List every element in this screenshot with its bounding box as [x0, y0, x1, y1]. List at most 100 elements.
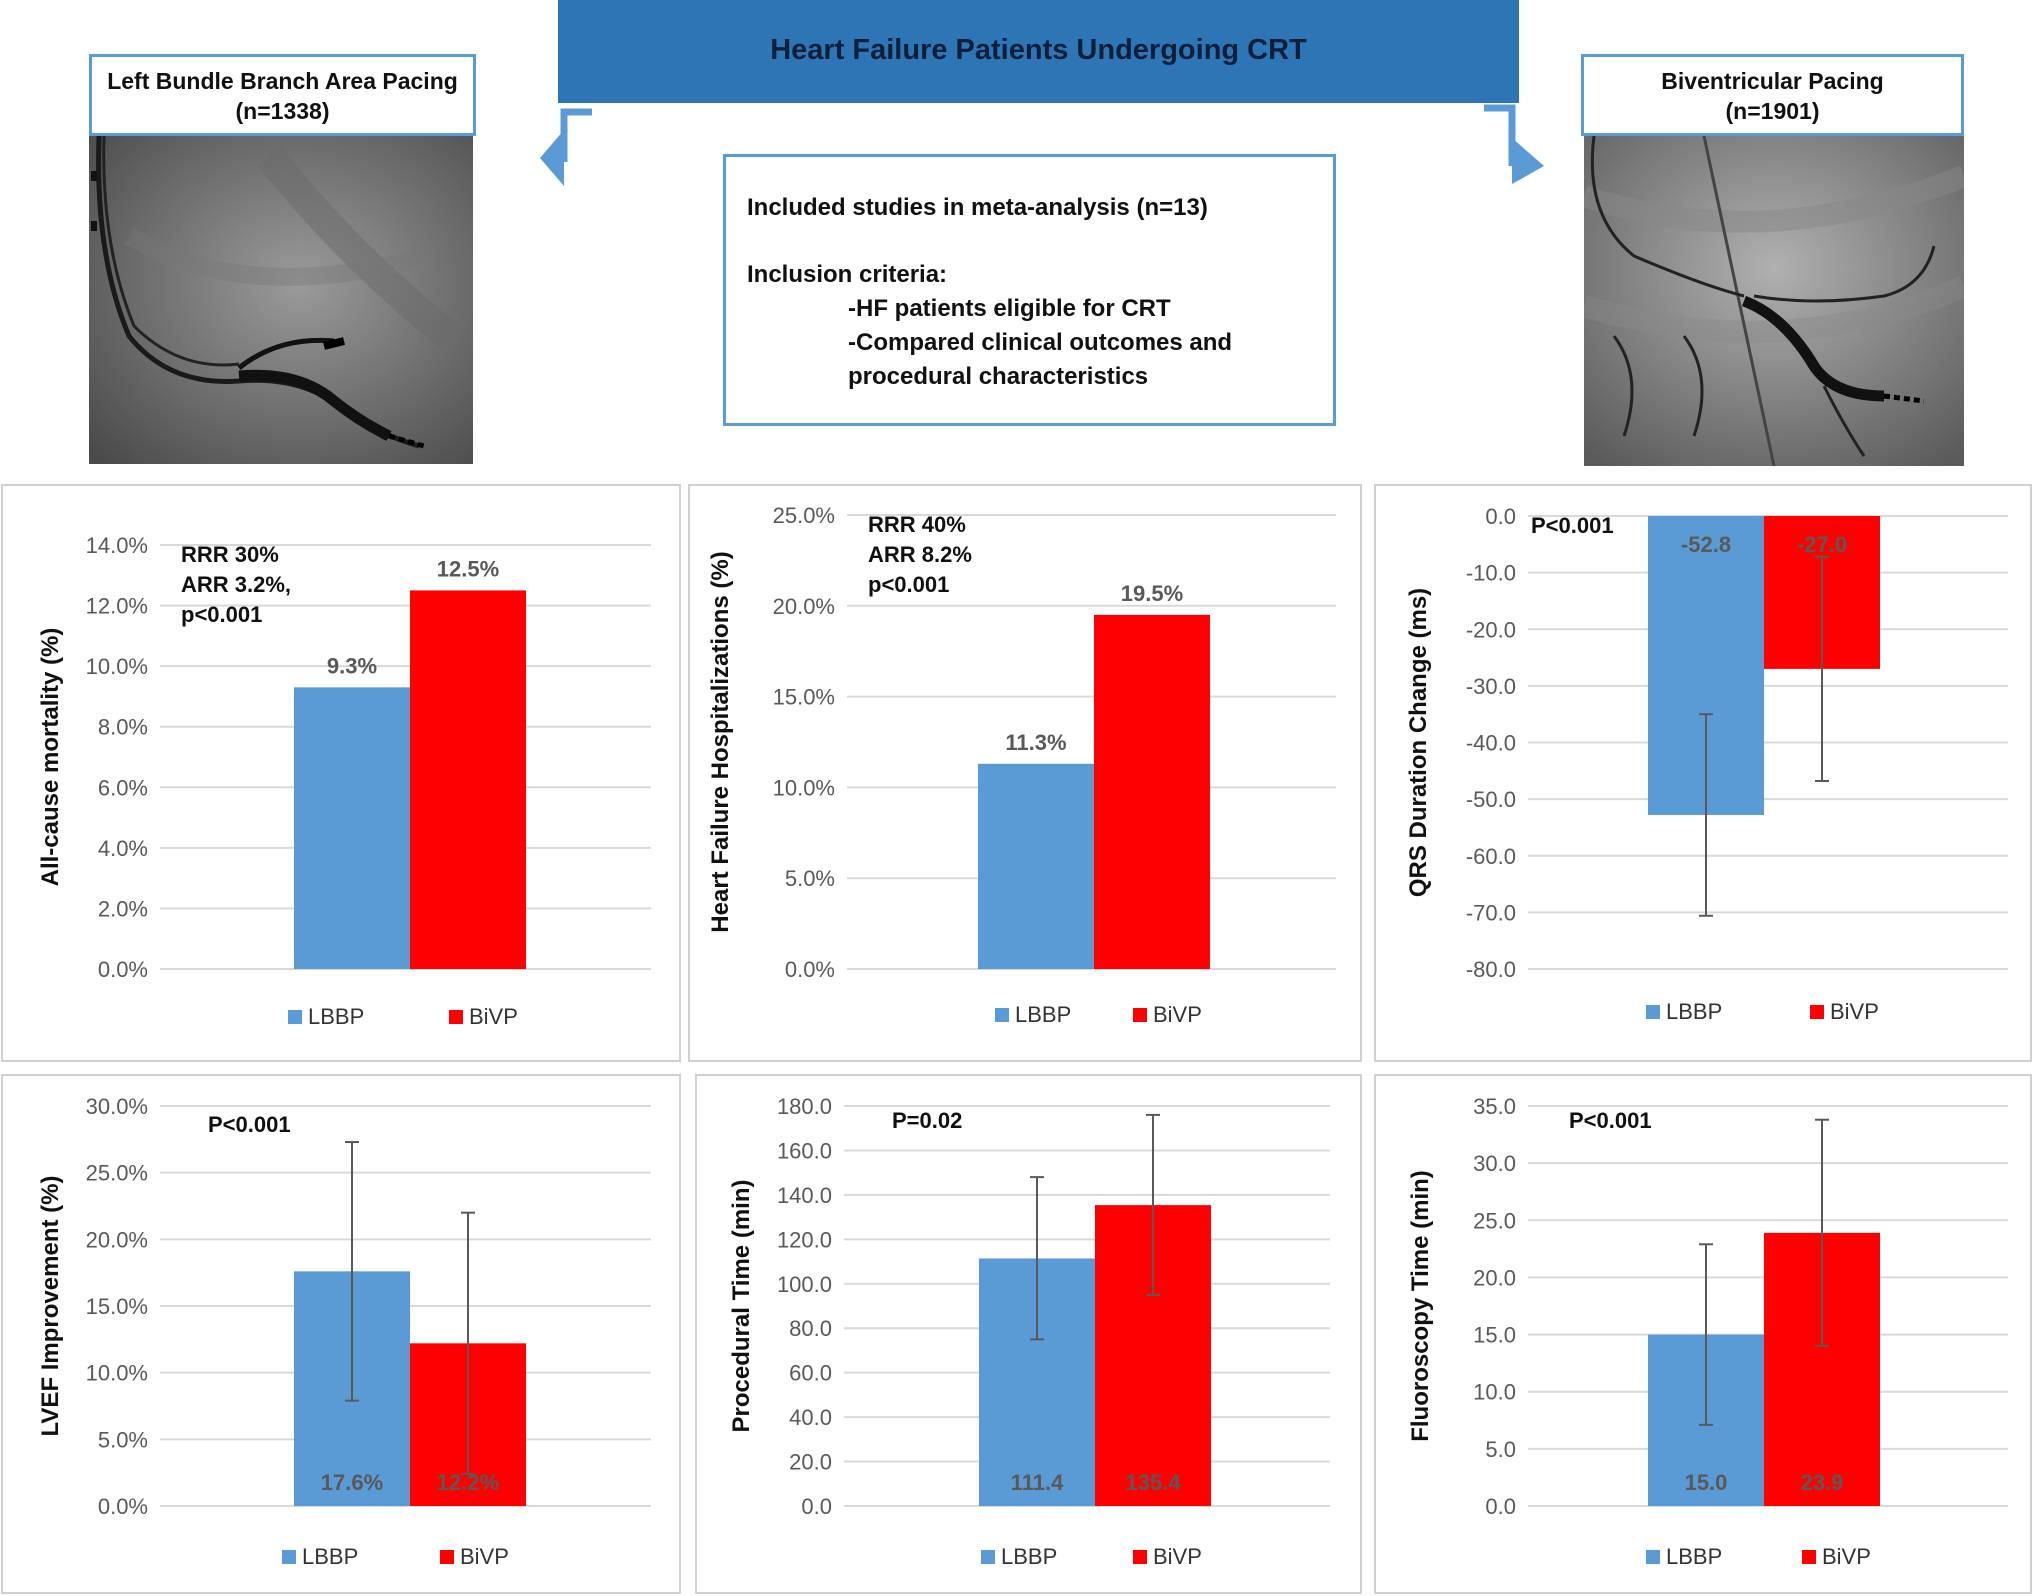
bivp-value-label: 19.5% — [1121, 581, 1183, 606]
bivp-error-bar — [1146, 1113, 1160, 1296]
chart-svg: 0.0 5.0 10.0 15.0 20.0 25.0 30.0 35.0 Fluoroscop… — [1407, 1094, 2008, 1569]
y-tick-label: 0.0 — [1485, 504, 1516, 529]
y-tick-label: 20.0 — [1473, 1265, 1516, 1290]
y-tick-label: 20.0 — [789, 1450, 832, 1475]
bivp-fluoroscopy-image — [1584, 136, 1964, 466]
stat-annotation: p<0.001 — [181, 602, 262, 627]
y-tick-label: 160.0 — [777, 1138, 832, 1163]
lbbp-value-label: 17.6% — [321, 1470, 383, 1495]
lbbp-value-label: 9.3% — [327, 653, 377, 678]
legend-label-lbbp: LBBP — [1015, 1002, 1071, 1027]
y-tick-label: 40.0 — [789, 1405, 832, 1430]
stat-annotation: RRR 30% — [181, 542, 279, 567]
procedural-time-chart-panel: 0.0 20.0 40.0 60.0 80.0 100.0 120.0 140.0 160.0 1… — [695, 1074, 1362, 1594]
bivp-value-label: 135.4 — [1125, 1470, 1181, 1495]
y-tick-label: 30.0% — [86, 1094, 148, 1119]
legend-label-bivp: BiVP — [460, 1544, 509, 1569]
inclusion-criteria-heading: Inclusion criteria: — [747, 261, 948, 288]
legend-label-bivp: BiVP — [469, 1004, 518, 1029]
y-tick-label: 25.0 — [1473, 1208, 1516, 1233]
y-tick-label: 35.0 — [1473, 1094, 1516, 1119]
y-tick-label: 6.0% — [98, 775, 148, 800]
bivp-value-label: 12.2% — [437, 1470, 499, 1495]
y-tick-label: 25.0% — [773, 503, 835, 528]
legend-label-lbbp: LBBP — [308, 1004, 364, 1029]
included-studies-text: Included studies in meta-analysis (n=13) — [747, 194, 1208, 221]
y-tick-label: 5.0% — [785, 866, 835, 891]
y-tick-label: 20.0% — [86, 1227, 148, 1252]
lbbp-error-bar — [1030, 1176, 1044, 1341]
lbbp-bar — [978, 763, 1094, 969]
y-tick-label: 10.0% — [86, 654, 148, 679]
y-tick-label: 20.0% — [773, 594, 835, 619]
lbbp-value-label: 111.4 — [1011, 1470, 1064, 1495]
y-tick-label: 0.0% — [98, 957, 148, 982]
criteria-item: procedural characteristics — [848, 363, 1149, 390]
y-tick-label: -70.0 — [1466, 900, 1516, 925]
stat-annotation: ARR 3.2%, — [181, 572, 291, 597]
legend-label-bivp: BiVP — [1822, 1544, 1871, 1569]
y-tick-label: 120.0 — [777, 1227, 832, 1252]
legend-label-lbbp: LBBP — [1666, 999, 1722, 1024]
lbbp-fluoroscopy-drawing — [89, 136, 473, 464]
header-banner: Heart Failure Patients Undergoing CRT — [558, 0, 1519, 103]
legend-swatch-bivp — [440, 1550, 454, 1564]
right-group-name: Biventricular Pacing — [1661, 68, 1884, 94]
lvef-improvement-chart-panel: 0.0% 5.0% 10.0% 15.0% 20.0% 25.0% 30.0% LVEF Im… — [1, 1074, 681, 1594]
legend-swatch-bivp — [449, 1010, 463, 1024]
right-group-label: Biventricular Pacing (n=1901) — [1581, 54, 1964, 136]
bivp-error-bar — [1815, 1118, 1829, 1347]
y-axis-label: Procedural Time (min) — [728, 1180, 755, 1433]
y-axis-label: All-cause mortality (%) — [37, 628, 64, 887]
y-tick-label: -20.0 — [1466, 617, 1516, 642]
legend-label-bivp: BiVP — [1153, 1544, 1202, 1569]
y-tick-label: 80.0 — [789, 1316, 832, 1341]
hf-hospitalization-chart-panel: 0.0% 5.0% 10.0% 15.0% 20.0% 25.0% Heart Failur… — [688, 484, 1362, 1062]
legend-swatch-lbbp — [981, 1550, 995, 1564]
lbbp-value-label: -52.8 — [1681, 532, 1731, 557]
y-tick-label: 0.0% — [98, 1494, 148, 1519]
legend-swatch-bivp — [1802, 1550, 1816, 1564]
bivp-value-label: -27.0 — [1797, 532, 1847, 557]
qrs-duration-chart-panel: 0.0 -10.0 -20.0 -30.0 -40.0 -50.0 -60.0 -70.0 -8… — [1374, 484, 2032, 1062]
legend-label-lbbp: LBBP — [1666, 1544, 1722, 1569]
legend-swatch-bivp — [1133, 1550, 1147, 1564]
bivp-error-bar — [1815, 555, 1829, 783]
y-axis-label: QRS Duration Change (ms) — [1405, 588, 1432, 897]
right-connector-arrow — [1484, 104, 1544, 184]
legend-label-bivp: BiVP — [1830, 999, 1879, 1024]
y-tick-label: 0.0 — [801, 1494, 832, 1519]
chart-svg: 0.0% 2.0% 4.0% 6.0% 8.0% 10.0% 12.0% 14.0% All-c… — [37, 533, 651, 1029]
lbbp-bar — [294, 687, 410, 969]
y-tick-label: 2.0% — [98, 896, 148, 921]
y-tick-label: -30.0 — [1466, 674, 1516, 699]
chart-svg: 0.0 20.0 40.0 60.0 80.0 100.0 120.0 140.0 160.0 1… — [728, 1094, 1330, 1569]
y-tick-label: 8.0% — [98, 715, 148, 740]
criteria-item: -HF patients eligible for CRT — [848, 295, 1171, 322]
y-tick-label: 15.0 — [1473, 1323, 1516, 1348]
stat-annotation: P<0.001 — [208, 1112, 291, 1137]
y-tick-label: 60.0 — [789, 1361, 832, 1386]
right-arrow-head — [1512, 138, 1544, 184]
bivp-bar — [410, 590, 526, 969]
y-tick-label: 10.0% — [773, 775, 835, 800]
y-tick-label: -40.0 — [1466, 731, 1516, 756]
legend-swatch-lbbp — [1646, 1005, 1660, 1019]
y-tick-label: -60.0 — [1466, 844, 1516, 869]
chart-svg: 0.0 -10.0 -20.0 -30.0 -40.0 -50.0 -60.0 -70.0 -8… — [1405, 504, 2008, 1024]
legend-swatch-bivp — [1810, 1005, 1824, 1019]
mortality-chart-panel: 0.0% 2.0% 4.0% 6.0% 8.0% 10.0% 12.0% 14.0% All-c… — [1, 484, 681, 1062]
y-tick-label: 0.0 — [1485, 1494, 1516, 1519]
legend-label-lbbp: LBBP — [302, 1544, 358, 1569]
y-tick-label: 10.0% — [86, 1361, 148, 1386]
bivp-bar — [1094, 614, 1210, 969]
y-tick-label: 180.0 — [777, 1094, 832, 1119]
y-tick-label: 5.0 — [1485, 1437, 1516, 1462]
left-arrow-head — [540, 130, 564, 186]
chart-svg: 0.0% 5.0% 10.0% 15.0% 20.0% 25.0% Heart Failur… — [707, 503, 1336, 1027]
y-tick-label: 140.0 — [777, 1183, 832, 1208]
legend-label-lbbp: LBBP — [1001, 1544, 1057, 1569]
bivp-value-label: 12.5% — [437, 556, 499, 581]
left-group-n: (n=1338) — [235, 98, 330, 124]
legend-swatch-lbbp — [1646, 1550, 1660, 1564]
